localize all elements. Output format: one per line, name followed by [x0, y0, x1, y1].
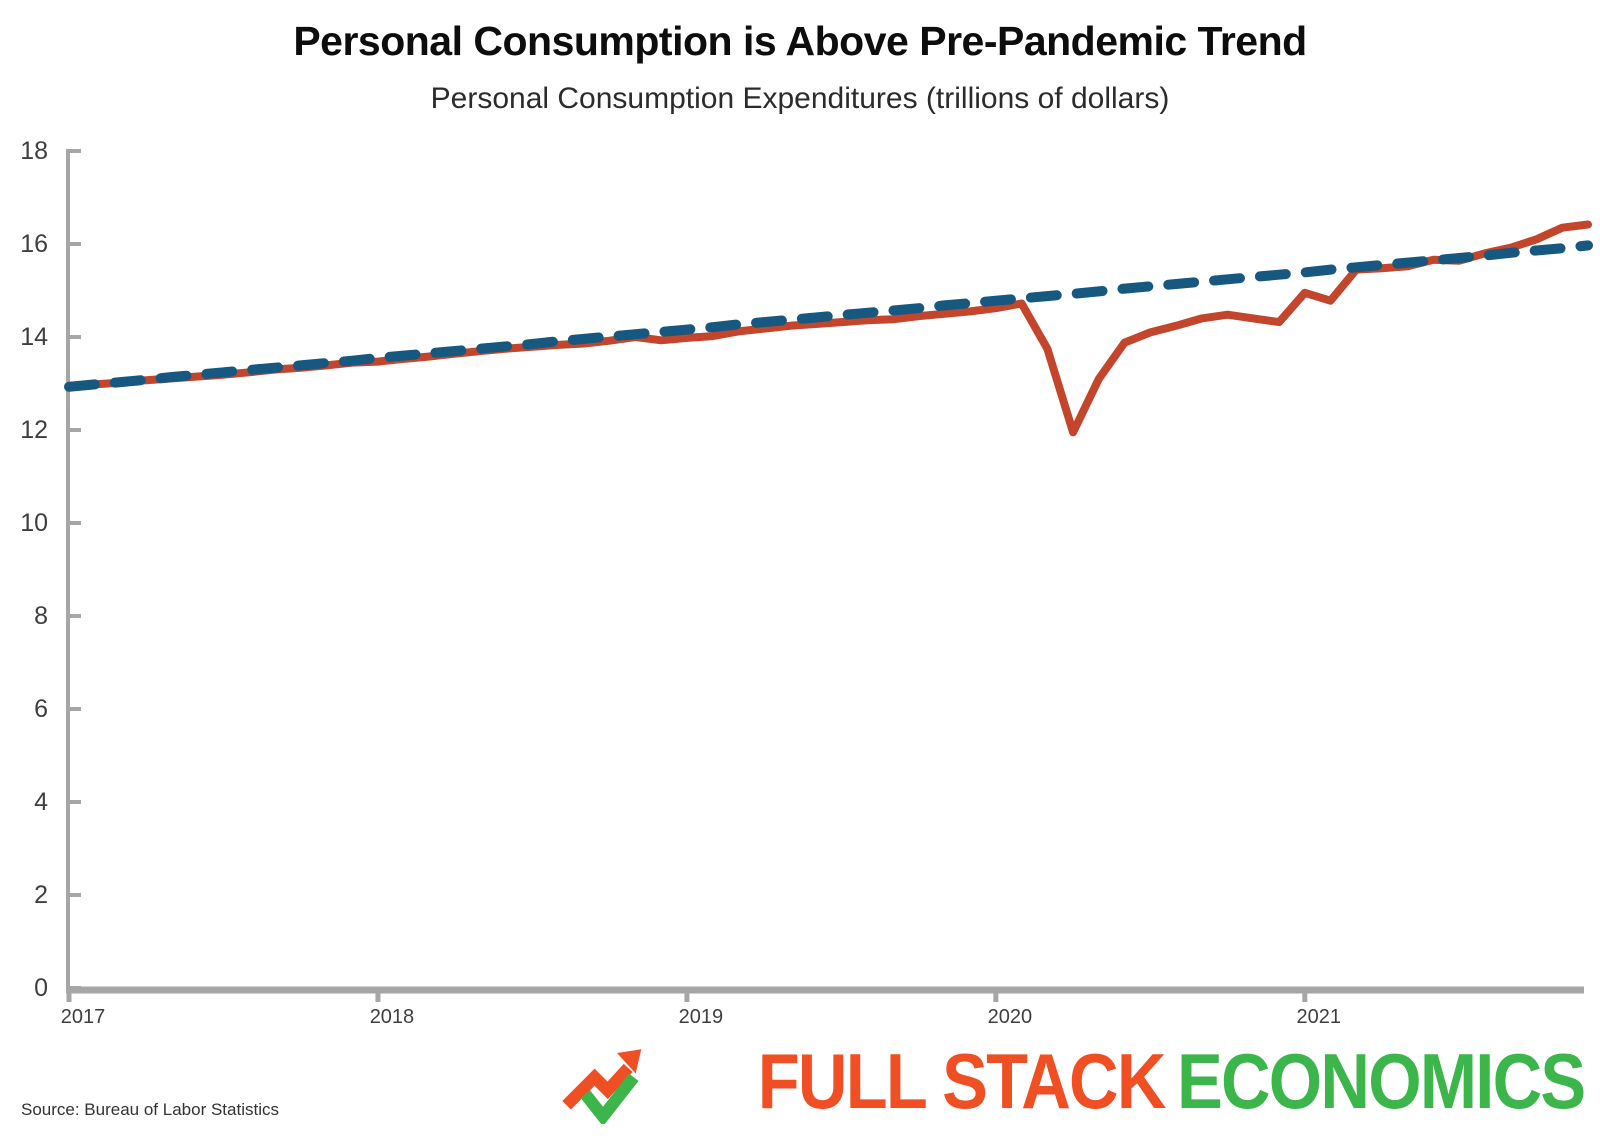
y-tick-label: 12 — [20, 416, 48, 444]
y-tick-label: 18 — [20, 137, 48, 165]
chart-title: Personal Consumption is Above Pre-Pandem… — [293, 18, 1307, 64]
trend-arrow-check-icon — [561, 1049, 641, 1124]
y-axis-ticks — [68, 149, 81, 990]
y-tick-label: 0 — [34, 974, 48, 1002]
x-tick-label: 2020 — [987, 1006, 1033, 1028]
full-stack-economics-logo: FULL STACK ECONOMICS — [561, 1037, 1586, 1125]
y-tick-label: 10 — [20, 509, 48, 537]
logo-arrow-shaft — [561, 1063, 633, 1110]
y-tick-label: 4 — [34, 788, 48, 816]
logo-wordmark: FULL STACK ECONOMICS — [757, 1037, 1586, 1125]
y-tick-label: 6 — [34, 695, 48, 723]
pce-trend-line — [64, 240, 1593, 392]
source-note: Source: Bureau of Labor Statistics — [21, 1100, 279, 1119]
x-tick-label: 2019 — [678, 1006, 724, 1028]
logo-check — [580, 1073, 639, 1124]
pce-actual-line — [65, 220, 1592, 437]
logo-text-full-stack: FULL STACK — [757, 1037, 1166, 1125]
x-tick-label: 2017 — [60, 1006, 106, 1028]
x-tick-label: 2021 — [1296, 1006, 1342, 1028]
logo-text-economics: ECONOMICS — [1176, 1037, 1586, 1125]
chart-subtitle: Personal Consumption Expenditures (trill… — [430, 82, 1170, 115]
y-tick-label: 8 — [34, 602, 48, 630]
y-tick-label: 2 — [34, 881, 48, 909]
y-tick-label: 14 — [20, 323, 48, 351]
logo-arrow-head — [616, 1049, 641, 1074]
x-tick-label: 2018 — [369, 1006, 415, 1028]
y-tick-label: 16 — [20, 230, 48, 258]
